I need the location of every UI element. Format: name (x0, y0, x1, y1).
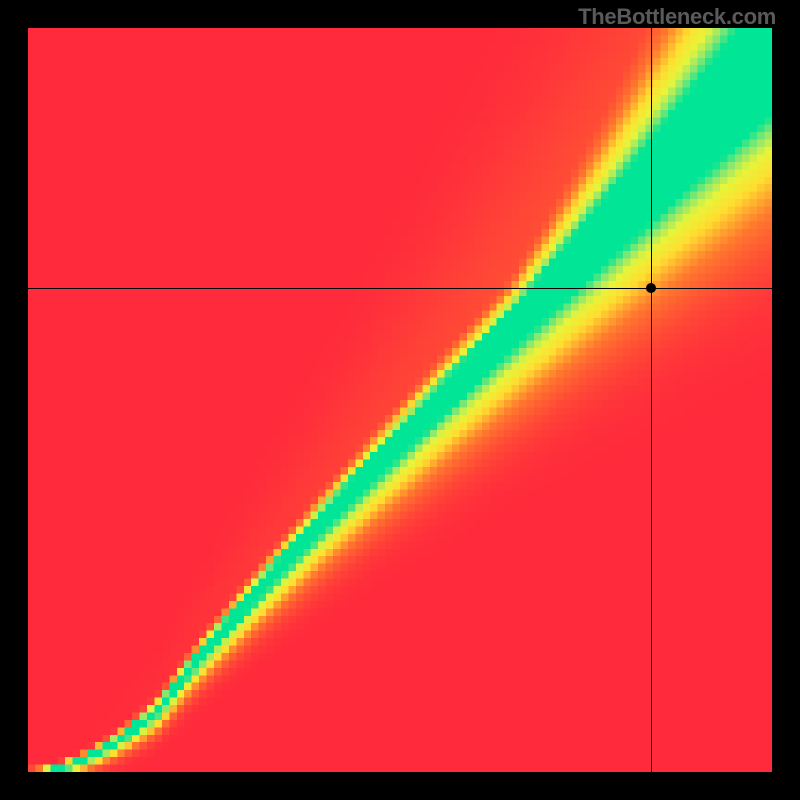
heatmap-plot-area (28, 28, 772, 772)
selection-marker (646, 283, 656, 293)
crosshair-vertical (651, 28, 652, 772)
watermark-text: TheBottleneck.com (578, 4, 776, 30)
heatmap-canvas (28, 28, 772, 772)
crosshair-horizontal (28, 288, 772, 289)
